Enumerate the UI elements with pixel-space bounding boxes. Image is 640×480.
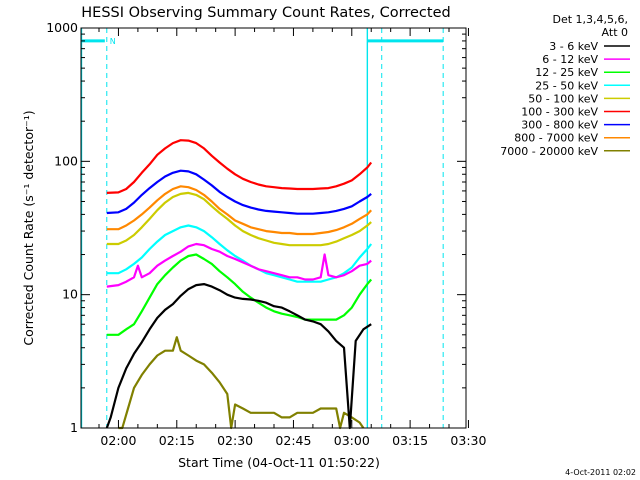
x-tick-label-2: 02:30 <box>217 433 253 448</box>
x-tick-label-5: 03:15 <box>392 433 428 448</box>
series-line-5 <box>106 139 373 194</box>
legend-label-1: 6 - 12 keV <box>542 53 598 66</box>
y-tick-label-3: 1000 <box>46 20 78 35</box>
legend-label-0: 3 - 6 keV <box>549 40 598 53</box>
y-tick-label-1: 10 <box>62 287 78 302</box>
series-line-8 <box>118 336 365 430</box>
y-tick-label-2: 100 <box>54 153 78 168</box>
chart-title: HESSI Observing Summary Count Rates, Cor… <box>81 5 450 21</box>
legend-label-8: 7000 - 20000 keV <box>500 145 598 158</box>
plot-area: N 02:00 02:15 02:30 02:45 03:00 03:15 03:30 11… <box>46 20 486 448</box>
series-lines <box>105 139 373 430</box>
legend-label-5: 100 - 300 keV <box>521 106 598 119</box>
legend-label-4: 50 - 100 keV <box>528 92 598 105</box>
series-line-0 <box>105 283 372 430</box>
saa-markers: N <box>80 28 444 428</box>
series-line-1 <box>106 242 372 288</box>
series-line-4 <box>106 191 372 247</box>
x-axis-label: Start Time (04-Oct-11 01:50:22) <box>178 455 380 470</box>
series-line-3 <box>106 224 373 283</box>
y-axis: 1 10 100 1000 <box>46 20 466 435</box>
x-tick-label-1: 02:15 <box>159 433 195 448</box>
series-line-2 <box>106 253 373 336</box>
y-tick-label-0: 1 <box>70 420 78 435</box>
x-tick-label-4: 03:00 <box>334 433 370 448</box>
series-line-6 <box>106 169 372 215</box>
legend-header-line-1: Det 1,3,4,5,6, <box>552 13 628 26</box>
x-tick-label-0: 02:00 <box>100 433 136 448</box>
footer-timestamp: 4-Oct-2011 02:02 <box>565 468 636 477</box>
x-axis: 02:00 02:15 02:30 02:45 03:00 03:15 03:30 <box>98 28 487 448</box>
legend-header-line-2: Att 0 <box>602 26 628 39</box>
marker-label: N <box>110 37 116 46</box>
plot-frame <box>80 27 467 429</box>
x-tick-label-6: 03:30 <box>450 433 486 448</box>
legend-label-6: 300 - 800 keV <box>521 119 598 132</box>
x-tick-label-3: 02:45 <box>275 433 311 448</box>
legend-label-7: 800 - 7000 keV <box>514 132 598 145</box>
series-line-7 <box>106 185 373 236</box>
legend-label-2: 12 - 25 keV <box>535 66 598 79</box>
y-axis-label: Corrected Count Rate (s⁻¹ detector⁻¹) <box>21 110 36 345</box>
legend-label-3: 25 - 50 keV <box>535 79 598 92</box>
